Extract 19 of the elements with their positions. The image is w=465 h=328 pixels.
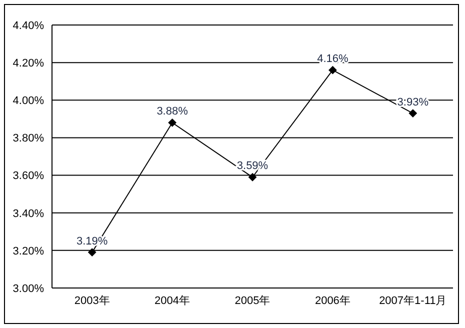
data-label: 3.88% xyxy=(156,106,188,118)
x-tick-label: 2003年 xyxy=(74,294,110,307)
y-tick-label: 3.40% xyxy=(12,208,44,220)
point xyxy=(88,248,96,256)
y-tick-label: 3.80% xyxy=(12,132,44,145)
y-tick-label: 4.20% xyxy=(12,57,44,70)
x-tick-label: 2005年 xyxy=(234,294,270,307)
y-tick-label: 3.60% xyxy=(12,170,44,182)
y-tick-label: 3.00% xyxy=(12,282,44,295)
y-tick-label: 3.20% xyxy=(12,245,44,258)
point xyxy=(168,118,176,127)
point xyxy=(328,66,337,74)
y-tick-label: 4.40% xyxy=(12,20,44,32)
point xyxy=(408,109,417,118)
x-tick-label: 2007年1-11月 xyxy=(379,294,447,307)
x-tick-label: 2004年 xyxy=(154,294,190,307)
point xyxy=(248,173,256,182)
x-tick-label: 2006年 xyxy=(314,294,350,307)
y-tick-label: 4.00% xyxy=(12,95,44,108)
